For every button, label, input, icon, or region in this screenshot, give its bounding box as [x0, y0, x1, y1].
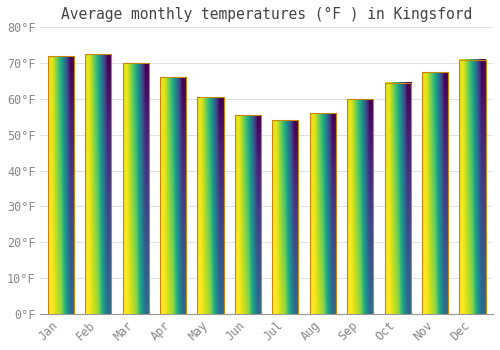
- Bar: [122, 63, 149, 314]
- Bar: [310, 113, 336, 314]
- Bar: [160, 77, 186, 314]
- Bar: [48, 56, 74, 314]
- Bar: [198, 97, 224, 314]
- Bar: [347, 99, 374, 314]
- Bar: [85, 54, 112, 314]
- Title: Average monthly temperatures (°F ) in Kingsford: Average monthly temperatures (°F ) in Ki…: [61, 7, 472, 22]
- Bar: [235, 115, 261, 314]
- Bar: [422, 72, 448, 314]
- Bar: [460, 60, 485, 314]
- Bar: [272, 120, 298, 314]
- Bar: [384, 83, 410, 314]
